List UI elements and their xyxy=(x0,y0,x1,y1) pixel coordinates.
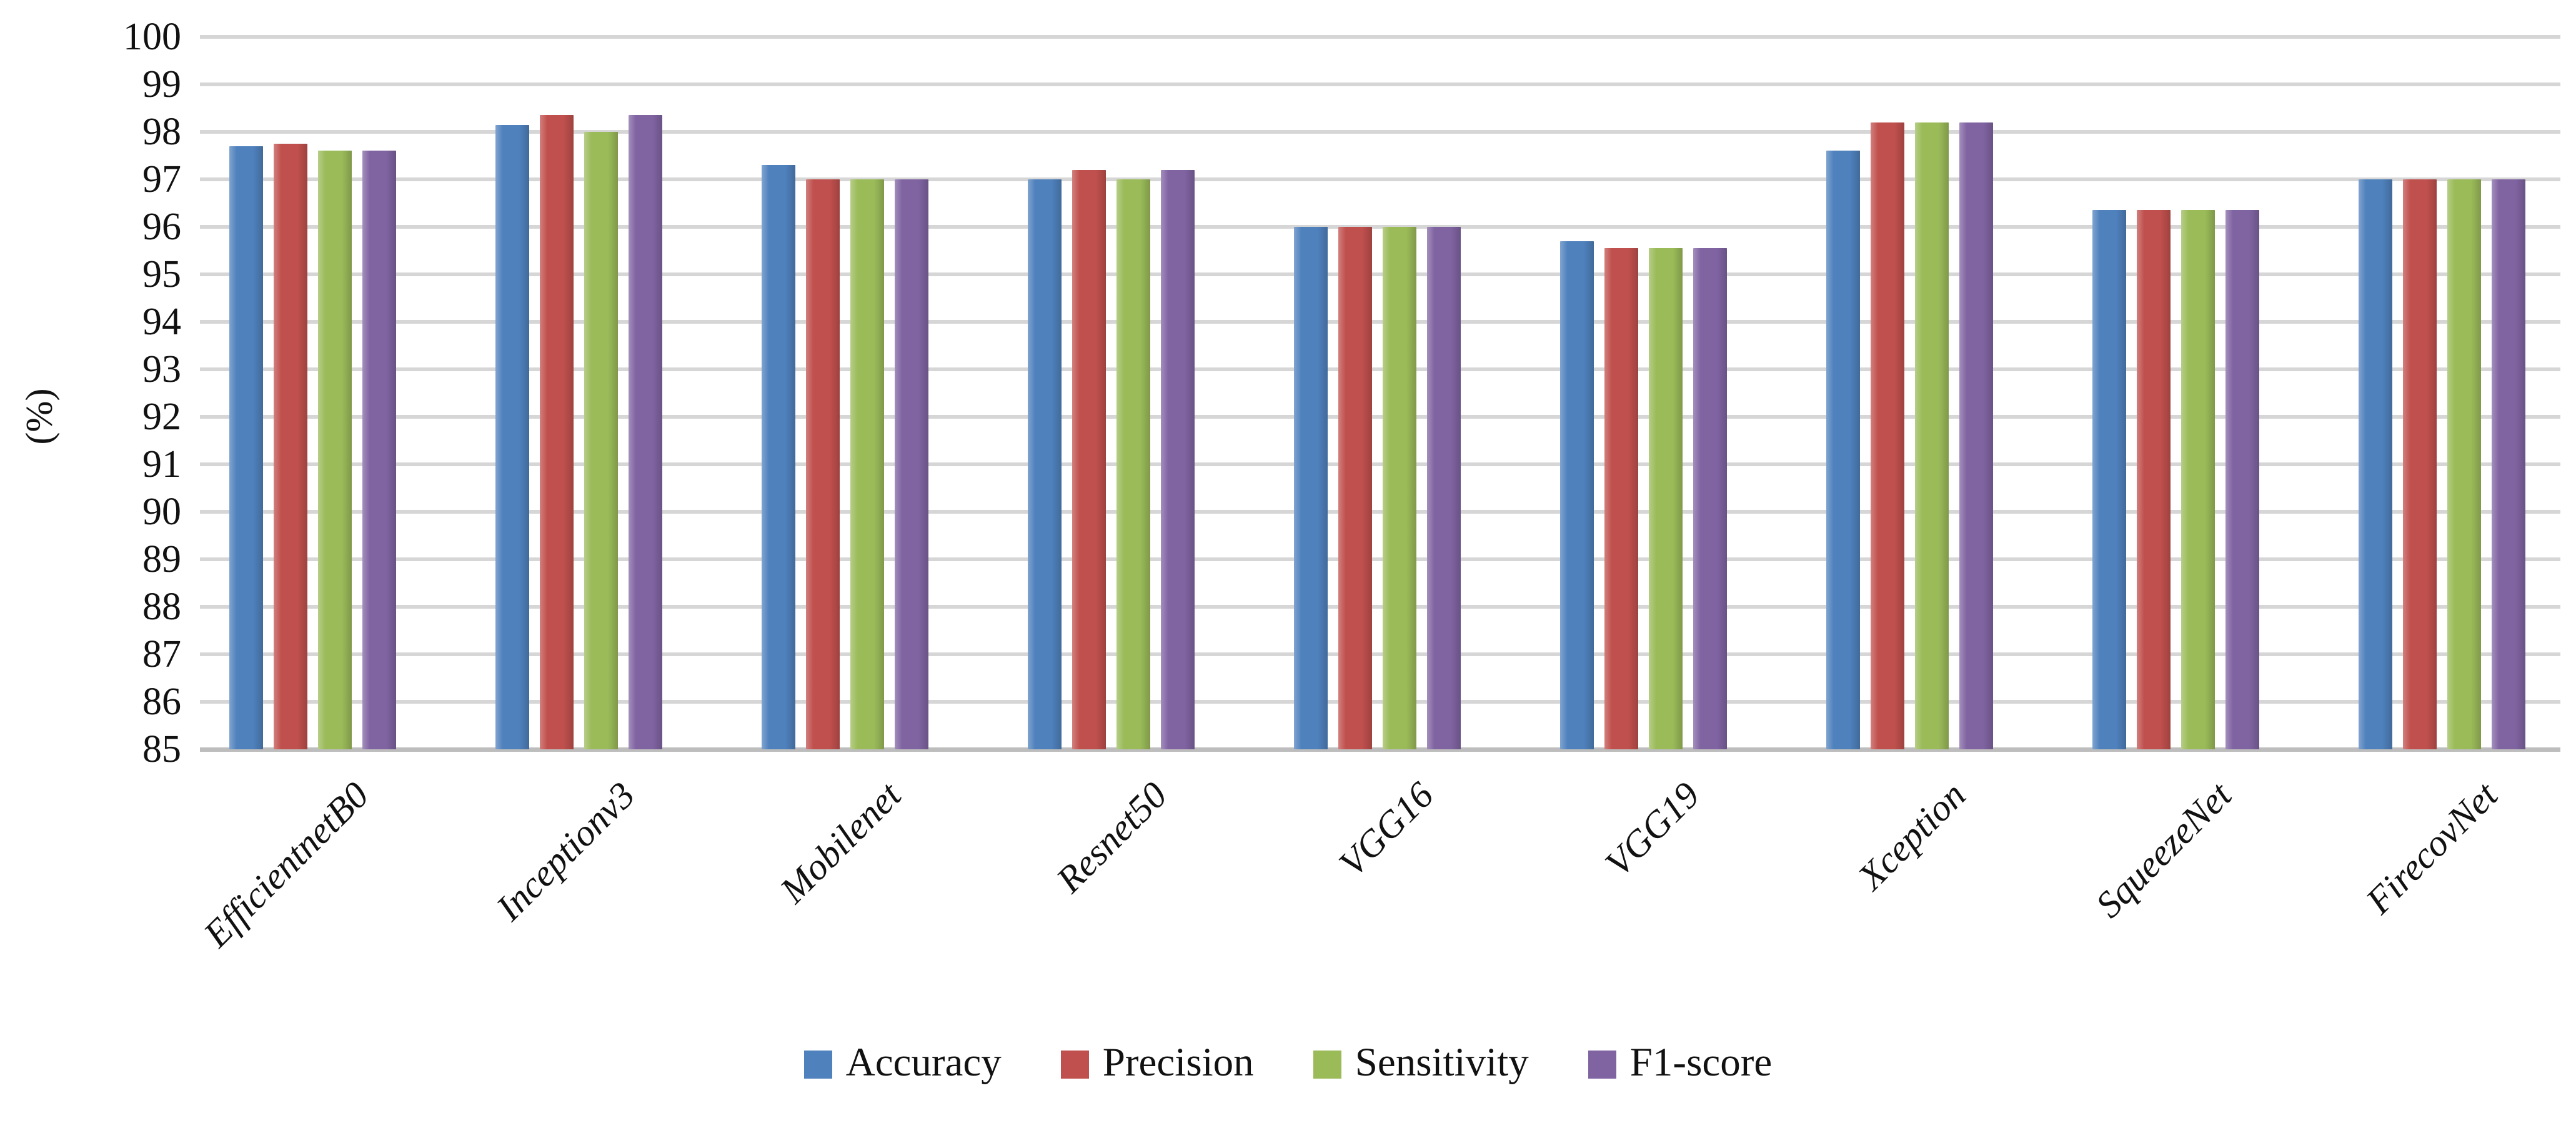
legend-label: Sensitivity xyxy=(1355,1040,1529,1085)
bar-accuracy-mobilenet xyxy=(761,165,795,749)
legend-item-precision: Precision xyxy=(1060,1040,1254,1087)
bar-sensitivity-inceptionv3 xyxy=(584,132,618,749)
x-tick-label: SqueezeNet xyxy=(2088,774,2240,926)
legend-item-f1-score: F1-score xyxy=(1588,1042,1772,1087)
bar-precision-vgg16 xyxy=(1338,227,1372,749)
legend-item-accuracy: Accuracy xyxy=(803,1040,1002,1087)
bar-f1-score-efficientnetb0 xyxy=(362,151,396,749)
gridline xyxy=(200,225,2560,229)
y-tick-label: 99 xyxy=(142,63,181,106)
bar-f1-score-resnet50 xyxy=(1160,169,1195,750)
gridline xyxy=(200,177,2560,181)
legend-swatch-icon xyxy=(1313,1051,1341,1079)
gridline xyxy=(200,367,2560,371)
x-tick-label: Mobilenet xyxy=(772,774,909,911)
bar-f1-score-inceptionv3 xyxy=(628,115,662,749)
bar-f1-score-firecovnet xyxy=(2491,179,2525,749)
gridline xyxy=(200,415,2560,419)
bar-f1-score-xception xyxy=(1959,122,1993,750)
gridline xyxy=(200,272,2560,276)
gridline xyxy=(200,130,2560,134)
y-tick-label: 96 xyxy=(142,206,181,248)
y-tick-label: 89 xyxy=(142,538,181,581)
gridline xyxy=(200,82,2560,86)
legend-item-sensitivity: Sensitivity xyxy=(1313,1042,1529,1087)
legend-label: F1-score xyxy=(1629,1040,1773,1085)
bar-accuracy-firecovnet xyxy=(2358,179,2392,749)
bar-sensitivity-vgg19 xyxy=(1648,248,1683,749)
x-axis-line xyxy=(200,747,2560,752)
x-tick-label: Resnet50 xyxy=(1048,774,1175,901)
bar-precision-squeezenet xyxy=(2136,210,2171,749)
x-tick-label: EfficientnetB0 xyxy=(196,774,377,956)
bar-precision-xception xyxy=(1870,122,1904,750)
bar-precision-efficientnetb0 xyxy=(273,144,307,749)
gridline xyxy=(200,652,2560,656)
gridline xyxy=(200,557,2560,561)
bar-sensitivity-efficientnetb0 xyxy=(317,151,352,749)
y-tick-label: 92 xyxy=(142,396,181,438)
bar-f1-score-mobilenet xyxy=(894,179,928,749)
bar-sensitivity-resnet50 xyxy=(1116,179,1150,749)
bar-accuracy-resnet50 xyxy=(1027,179,1062,749)
y-tick-label: 95 xyxy=(142,253,181,296)
bar-sensitivity-vgg16 xyxy=(1382,227,1416,749)
x-tick-label: VGG19 xyxy=(1597,774,1708,884)
bar-precision-mobilenet xyxy=(805,179,840,749)
bar-f1-score-squeezenet xyxy=(2225,210,2259,749)
y-tick-label: 100 xyxy=(123,16,181,58)
x-tick-label: Xception xyxy=(1849,774,1974,898)
y-tick-label: 88 xyxy=(142,586,181,628)
y-tick-label: 93 xyxy=(142,348,181,391)
legend-label: Precision xyxy=(1102,1040,1254,1085)
gridline xyxy=(200,462,2560,466)
gridline xyxy=(200,35,2560,39)
bar-precision-resnet50 xyxy=(1072,169,1106,750)
bar-sensitivity-mobilenet xyxy=(850,179,884,749)
legend: Accuracy Precision Sensitivity F1-score xyxy=(0,1042,2576,1087)
bar-precision-vgg19 xyxy=(1604,248,1638,749)
x-tick-label: VGG16 xyxy=(1331,774,1441,884)
legend-swatch-icon xyxy=(1588,1051,1616,1079)
y-tick-label: 91 xyxy=(142,443,181,486)
y-tick-label: 86 xyxy=(142,681,181,723)
legend-swatch-icon xyxy=(803,1051,832,1079)
y-tick-label: 94 xyxy=(142,301,181,343)
bar-accuracy-xception xyxy=(1826,151,1860,749)
bar-accuracy-inceptionv3 xyxy=(495,124,529,750)
bar-sensitivity-firecovnet xyxy=(2447,179,2481,749)
bar-precision-firecovnet xyxy=(2402,179,2437,749)
bar-sensitivity-xception xyxy=(1914,122,1949,750)
y-tick-label: 97 xyxy=(142,158,181,201)
x-tick-label: FirecovNet xyxy=(2358,774,2506,922)
bar-accuracy-efficientnetb0 xyxy=(229,146,263,750)
bar-f1-score-vgg19 xyxy=(1693,248,1727,749)
x-tick-label: Inceptionv3 xyxy=(488,774,643,929)
bar-sensitivity-squeezenet xyxy=(2181,210,2215,749)
bar-accuracy-vgg16 xyxy=(1293,227,1328,749)
bar-accuracy-squeezenet xyxy=(2092,210,2126,749)
bar-precision-inceptionv3 xyxy=(539,115,574,749)
legend-label: Accuracy xyxy=(845,1040,1002,1085)
gridline xyxy=(200,320,2560,324)
gridline xyxy=(200,510,2560,514)
y-tick-label: 85 xyxy=(142,728,181,771)
y-tick-label: 98 xyxy=(142,111,181,153)
bar-accuracy-vgg19 xyxy=(1559,241,1594,750)
y-tick-label: 87 xyxy=(142,633,181,676)
y-tick-label: 90 xyxy=(142,491,181,533)
gridline xyxy=(200,605,2560,609)
bar-f1-score-vgg16 xyxy=(1426,227,1461,749)
legend-swatch-icon xyxy=(1060,1051,1089,1079)
gridline xyxy=(200,700,2560,704)
